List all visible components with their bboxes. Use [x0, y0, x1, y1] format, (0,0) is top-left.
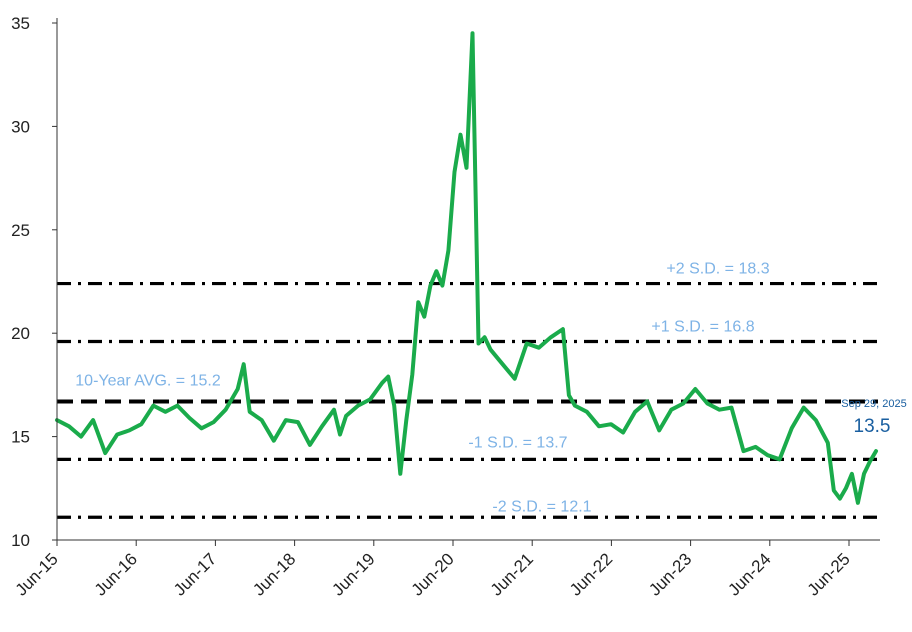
series-layer: [55, 31, 878, 505]
y-tick-label: 35: [11, 14, 30, 33]
y-tick-label: 10: [11, 531, 30, 550]
last-point-value-label: 13.5: [854, 416, 891, 437]
x-tick-label: Jun-20: [408, 549, 458, 599]
y-tick-label: 25: [11, 221, 30, 240]
x-tick-label: Jun-18: [249, 549, 299, 599]
axes: 10 15 20 25 30 35 Jun-15 Jun-16 Jun-17 Jun-18 Jun-…: [11, 14, 880, 600]
last-point-date-label: Sep 29, 2025: [841, 398, 906, 410]
reference-lines: [57, 281, 878, 519]
x-tick-label: Jun-24: [724, 549, 774, 599]
y-tick-label: 15: [11, 428, 30, 447]
x-tick-label: Jun-21: [487, 549, 537, 599]
labels: +2 S.D. = 18.3 +1 S.D. = 16.8 10-Year AVG.…: [75, 261, 906, 516]
x-tick-label: Jun-16: [91, 549, 141, 599]
x-tick-label: Jun-22: [566, 549, 616, 599]
reference-line-label: +1 S.D. = 16.8: [651, 318, 754, 335]
x-tick-label: Jun-19: [328, 549, 378, 599]
x-tick-label: Jun-25: [804, 549, 854, 599]
reference-line-label: -2 S.D. = 12.1: [492, 498, 591, 515]
x-tick-label: Jun-17: [170, 549, 220, 599]
x-tick-label: Jun-23: [645, 549, 695, 599]
y-tick-label: 30: [11, 117, 30, 136]
x-tick-label: Jun-15: [12, 549, 62, 599]
reference-line-label: -1 S.D. = 13.7: [468, 434, 567, 451]
series-line: [55, 31, 878, 505]
y-tick-label: 20: [11, 324, 30, 343]
reference-line-label: 10-Year AVG. = 15.2: [75, 372, 221, 389]
reference-line-label: +2 S.D. = 18.3: [666, 261, 769, 278]
